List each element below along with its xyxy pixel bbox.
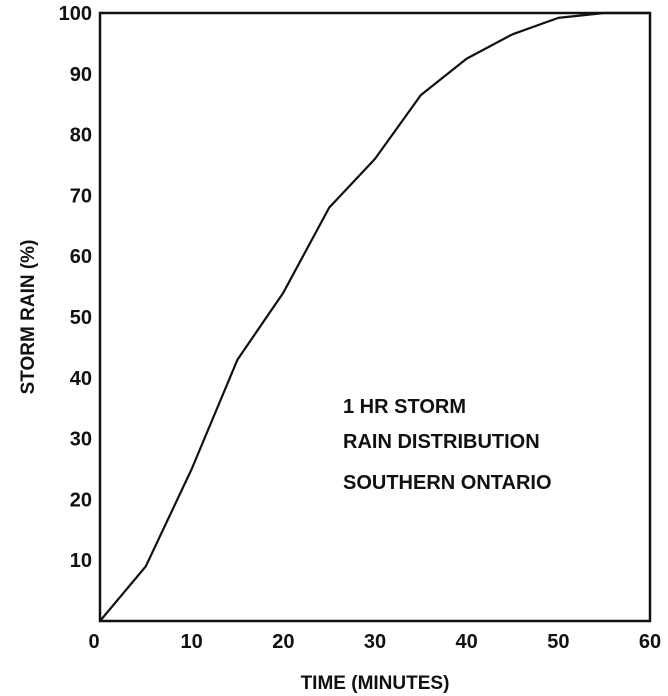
cumulative-rain-line xyxy=(98,11,652,623)
annotation-line-2: RAIN DISTRIBUTION xyxy=(343,431,540,453)
x-tick-label: 40 xyxy=(456,631,478,653)
y-tick-label: 10 xyxy=(70,550,92,572)
y-tick-label: 40 xyxy=(70,368,92,390)
x-tick-label: 50 xyxy=(547,631,569,653)
chart-annotation: 1 HR STORM RAIN DISTRIBUTION SOUTHERN ON… xyxy=(343,396,552,494)
x-tick-label: 10 xyxy=(181,631,203,653)
annotation-line-1: 1 HR STORM xyxy=(343,396,466,418)
annotation-line-3: SOUTHERN ONTARIO xyxy=(343,472,552,494)
y-tick-label: 50 xyxy=(70,307,92,329)
y-tick-label: 60 xyxy=(70,246,92,268)
y-tick-label: 90 xyxy=(70,64,92,86)
y-tick-label: 30 xyxy=(70,429,92,451)
x-axis-ticks: 0 10 20 30 40 50 60 xyxy=(88,631,661,653)
y-tick-label: 70 xyxy=(70,185,92,207)
x-tick-label: 60 xyxy=(639,631,661,653)
plot-frame xyxy=(98,11,652,623)
y-axis-label: STORM RAIN (%) xyxy=(18,240,39,395)
x-axis-label: TIME (MINUTES) xyxy=(301,673,450,694)
x-tick-label: 30 xyxy=(364,631,386,653)
y-tick-label: 80 xyxy=(70,125,92,147)
y-tick-label: 100 xyxy=(59,3,92,25)
x-tick-label: 0 xyxy=(88,631,99,653)
y-tick-label: 20 xyxy=(70,489,92,511)
x-tick-label: 20 xyxy=(272,631,294,653)
y-axis-ticks: 10 20 30 40 50 60 70 80 90 100 xyxy=(59,3,92,572)
